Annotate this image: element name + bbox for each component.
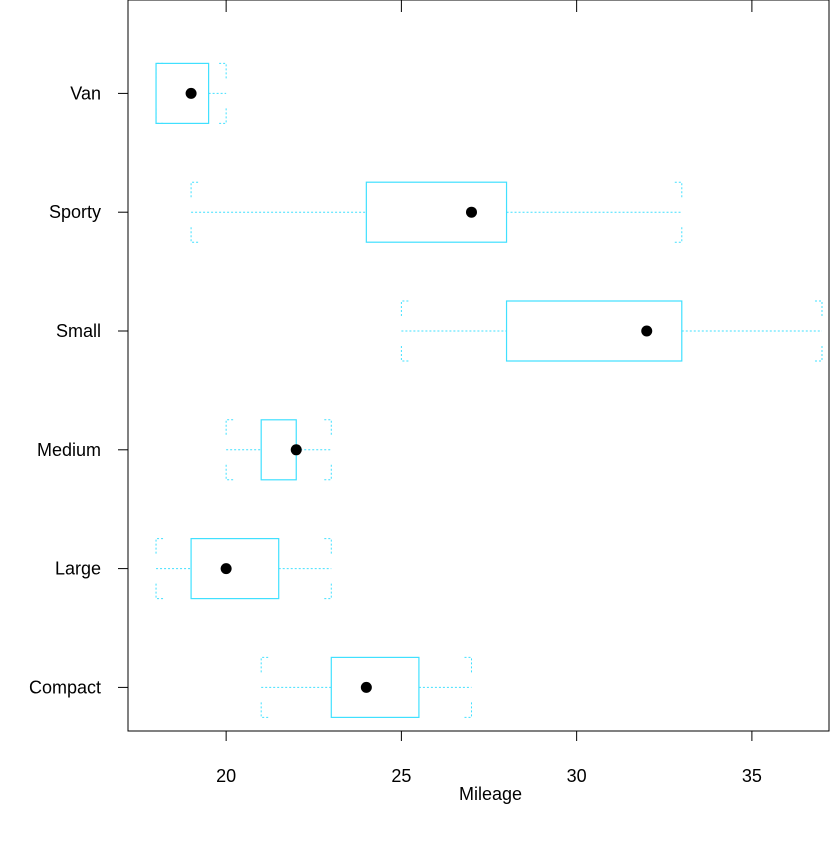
x-tick-label: 35	[742, 766, 762, 786]
y-tick-label: Compact	[29, 677, 101, 697]
box-medium	[225, 419, 332, 481]
box-iqr	[190, 537, 280, 600]
boxplot-series	[155, 62, 823, 719]
whisker-cap-max	[464, 656, 472, 718]
x-tick-label: 30	[567, 766, 587, 786]
y-tick-label: Large	[55, 559, 101, 579]
plot-frame	[127, 0, 830, 732]
y-tick-label: Sporty	[49, 202, 101, 222]
box-large	[155, 537, 332, 600]
whisker-cap-min	[225, 419, 234, 481]
whisker-cap-max	[324, 419, 332, 481]
x-tick-label: 25	[391, 766, 411, 786]
median-dot	[185, 87, 197, 99]
x-axis: 20 25 30 35	[216, 0, 762, 786]
whisker-cap-min	[155, 538, 164, 600]
whisker-cap-max	[324, 538, 332, 600]
y-tick-label: Van	[70, 83, 101, 103]
box-small	[400, 300, 823, 362]
box-iqr	[365, 181, 508, 243]
box-sporty	[190, 181, 683, 243]
median-dot	[465, 206, 477, 218]
box-compact	[260, 656, 472, 719]
box-iqr	[505, 300, 683, 362]
y-axis: Compact Large Medium Small Sporty Van	[29, 83, 128, 697]
whisker-cap-min	[400, 300, 409, 362]
box-iqr	[330, 656, 420, 719]
y-tick-label: Small	[56, 321, 101, 341]
median-dot	[290, 444, 302, 456]
x-tick-label: 20	[216, 766, 236, 786]
box-van	[155, 62, 227, 125]
whisker-cap-min	[155, 62, 164, 124]
whisker-cap-min	[190, 181, 199, 243]
whisker-cap-max	[814, 300, 823, 362]
x-axis-label: Mileage	[459, 784, 522, 804]
y-tick-label: Medium	[37, 440, 101, 460]
median-dot	[220, 563, 232, 575]
whisker-cap-min	[260, 656, 269, 718]
whisker-cap-max	[219, 62, 227, 124]
box-iqr	[155, 62, 210, 125]
median-dot	[641, 325, 653, 337]
median-dot	[360, 681, 372, 693]
whisker-cap-max	[674, 181, 683, 243]
